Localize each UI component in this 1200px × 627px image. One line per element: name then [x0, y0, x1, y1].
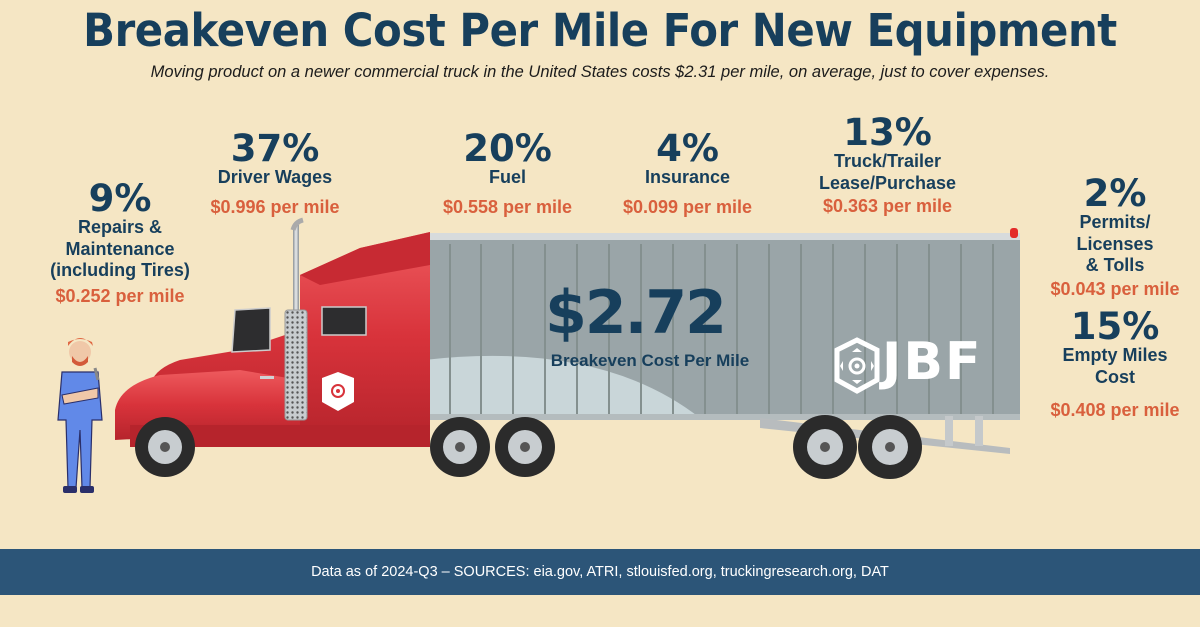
- stat-label-line: Permits/: [1079, 212, 1151, 232]
- stat-cost: $0.099 per mile: [622, 196, 753, 217]
- stat-label-line: Fuel: [488, 167, 526, 187]
- stat-cost: $0.996 per mile: [210, 196, 340, 217]
- stat-label: Empty Miles Cost: [1030, 345, 1200, 388]
- cab-emblem-icon: [322, 372, 354, 411]
- stat-empty-miles: 15% Empty Miles Cost $0.408 per mile: [1030, 308, 1200, 422]
- stat-label-line: Insurance: [644, 167, 731, 187]
- stat-label-line: & Tolls: [1085, 255, 1145, 276]
- stat-percent: 2%: [1083, 172, 1147, 215]
- stat-label-line: Cost: [1095, 366, 1135, 387]
- wheels: [135, 415, 922, 479]
- stat-label: Driver Wages: [200, 167, 350, 189]
- stat-label: Fuel: [425, 167, 590, 189]
- stat-label-line: Licenses: [1076, 233, 1154, 254]
- page-subtitle: Moving product on a newer commercial tru…: [150, 63, 1050, 81]
- sources-footer-bar: Data as of 2024-Q3 – SOURCES: eia.gov, A…: [0, 549, 1200, 595]
- stat-label-line: Driver Wages: [217, 167, 333, 187]
- mechanic-illustration: [57, 338, 103, 493]
- stat-repairs-maintenance: 9% Repairs & Maintenance (including Tire…: [30, 180, 210, 307]
- stat-percent: 13%: [843, 111, 932, 154]
- stat-percent: 9%: [88, 177, 152, 220]
- stat-label-line: Empty Miles: [1062, 345, 1168, 365]
- stat-cost: $0.043 per mile: [1050, 278, 1180, 299]
- stat-fuel: 20% Fuel $0.558 per mile: [425, 130, 590, 218]
- stat-percent: 4%: [656, 127, 719, 170]
- stat-permits-licenses-tolls: 2% Permits/ Licenses & Tolls $0.043 per …: [1030, 175, 1200, 300]
- stat-percent: 37%: [230, 127, 320, 170]
- stat-driver-wages: 37% Driver Wages $0.996 per mile: [200, 130, 350, 218]
- stat-cost: $0.252 per mile: [55, 285, 185, 306]
- stat-label: Truck/Trailer Lease/Purchase: [800, 151, 975, 194]
- stat-insurance: 4% Insurance $0.099 per mile: [610, 130, 765, 218]
- sources-text: Data as of 2024-Q3 – SOURCES: eia.gov, A…: [311, 564, 889, 580]
- stat-cost: $0.363 per mile: [822, 196, 953, 217]
- stat-cost: $0.408 per mile: [1050, 400, 1180, 421]
- breakeven-total-value: $2.72: [545, 278, 727, 348]
- stat-label-line: Repairs &: [77, 217, 163, 237]
- brand-logo-text: JBF: [882, 332, 983, 392]
- stat-label: Insurance: [610, 167, 765, 189]
- stat-truck-trailer-lease: 13% Truck/Trailer Lease/Purchase $0.363 …: [800, 114, 975, 218]
- breakeven-total-label: Breakeven Cost Per Mile: [550, 351, 750, 370]
- stat-cost: $0.558 per mile: [442, 196, 573, 217]
- stat-label-line: Lease/Purchase: [818, 172, 957, 193]
- stat-label: Permits/ Licenses & Tolls: [1030, 212, 1200, 277]
- jbf-shield-logo-icon: [834, 337, 880, 394]
- stat-label: Repairs & Maintenance (including Tires): [30, 217, 210, 282]
- page-title: Breakeven Cost Per Mile For New Equipmen…: [83, 4, 1117, 57]
- stat-label-line: Truck/Trailer: [833, 151, 942, 171]
- stat-percent: 15%: [1070, 305, 1160, 348]
- stat-percent: 20%: [463, 127, 552, 170]
- stat-label-line: (including Tires): [50, 260, 190, 281]
- stat-label-line: Maintenance: [65, 238, 175, 259]
